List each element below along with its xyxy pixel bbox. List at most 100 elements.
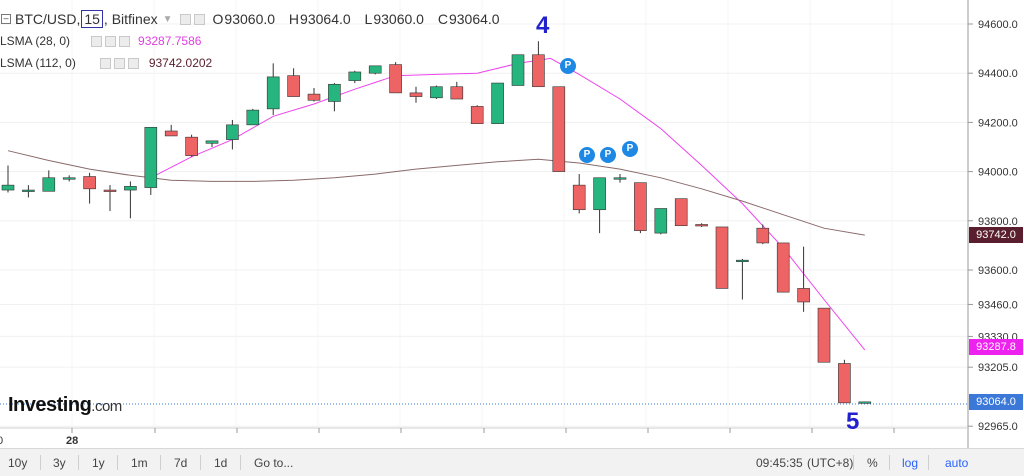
range-7d-button[interactable]: 7d — [174, 456, 188, 470]
p-marker-icon[interactable]: P — [579, 147, 595, 163]
low-value: 93060.0 — [373, 11, 424, 27]
y-tick-label: 93205.0 — [978, 362, 1018, 374]
candles — [1, 41, 872, 404]
bottom-toolbar: 10y 3y 1y 1m 7d 1d Go to... 09:45:35 (UT… — [0, 448, 1024, 476]
candle — [654, 208, 668, 235]
candle — [491, 82, 504, 124]
candle — [266, 63, 280, 116]
log-toggle[interactable]: log — [902, 456, 919, 470]
candle — [797, 246, 810, 312]
ma28-label[interactable]: LSMA (28, 0) — [0, 34, 71, 48]
ohlc-values: O93060.0 H93064.0 L93060.0 C93064.0 — [213, 11, 510, 27]
candle — [307, 87, 321, 102]
candle — [144, 127, 158, 195]
candle — [838, 359, 851, 404]
high-value: 93064.0 — [300, 11, 351, 27]
candle — [103, 185, 117, 211]
p-marker-icon[interactable]: P — [622, 141, 638, 157]
ma112-eye-icon[interactable] — [99, 57, 111, 69]
y-tick-label: 93600.0 — [978, 265, 1018, 277]
candle — [368, 65, 382, 75]
range-1m-button[interactable]: 1m — [131, 456, 148, 470]
eye-icon[interactable] — [193, 13, 205, 25]
range-3y-button[interactable]: 3y — [53, 456, 66, 470]
open-value: 93060.0 — [224, 11, 276, 27]
ma112-label[interactable]: LSMA (112, 0) — [0, 56, 76, 70]
ma112-close-icon[interactable] — [127, 57, 139, 69]
investing-logo: Investing.com — [8, 394, 122, 416]
price-chart[interactable]: 94600.0 94400.0 94200.0 94000.0 93800.0 93600… — [0, 0, 1024, 448]
candle — [83, 172, 96, 204]
y-axis-ticks: 94600.0 94400.0 94200.0 94000.0 93800.0 93600… — [968, 19, 1018, 433]
y-tick-label: 93460.0 — [978, 299, 1018, 311]
candle — [572, 174, 586, 214]
exchange-label: , Bitfinex — [103, 11, 158, 27]
candle — [736, 258, 749, 300]
x-axis-ticks: 0 28 — [0, 428, 895, 447]
y-tick-label: 94000.0 — [978, 167, 1018, 179]
candle — [634, 182, 647, 234]
candle — [613, 174, 627, 183]
wave-5-label: 5 — [846, 408, 860, 435]
candle — [715, 226, 729, 289]
candle — [328, 83, 341, 112]
candle — [430, 85, 443, 100]
clock-time: 09:45:35 — [756, 456, 803, 470]
symbol-dropdown-icon[interactable]: ▼ — [162, 13, 173, 25]
ma112-settings-icon[interactable] — [113, 57, 125, 69]
high-label: H — [288, 11, 300, 27]
ma28-legend: LSMA (28, 0) 93287.7586 — [0, 34, 201, 48]
ma112-price-label: 93742.0 — [969, 227, 1023, 244]
ma28-eye-icon[interactable] — [91, 35, 103, 47]
candle — [532, 41, 545, 88]
close-label: C — [437, 11, 448, 27]
candle — [695, 223, 708, 227]
settings-icon[interactable] — [179, 13, 191, 25]
candle — [124, 181, 137, 219]
candle — [1, 165, 15, 193]
candle — [62, 175, 76, 182]
candle — [593, 177, 606, 234]
y-tick-label: 92965.0 — [978, 421, 1018, 433]
percent-toggle[interactable]: % — [867, 456, 878, 470]
y-tick-label: 93800.0 — [978, 216, 1018, 228]
candle — [22, 185, 35, 198]
range-10y-button[interactable]: 10y — [8, 456, 28, 470]
candle — [185, 134, 198, 157]
candle — [226, 119, 239, 150]
ma112-legend: LSMA (112, 0) 93742.0202 — [0, 56, 212, 70]
series-line — [150, 57, 866, 351]
auto-toggle[interactable]: auto — [945, 456, 969, 470]
ma28-close-icon[interactable] — [119, 35, 131, 47]
candle — [858, 401, 872, 404]
timezone-label[interactable]: (UTC+8) — [807, 456, 854, 470]
symbol-label[interactable]: BTC/USD, — [15, 11, 81, 27]
ma28-value: 93287.7586 — [138, 34, 202, 48]
y-tick-label: 94200.0 — [978, 117, 1018, 129]
ma28-settings-icon[interactable] — [105, 35, 117, 47]
candle — [552, 86, 566, 172]
candle — [246, 108, 260, 126]
wave-4-label: 4 — [536, 12, 550, 39]
candle — [409, 86, 423, 103]
range-1y-button[interactable]: 1y — [92, 456, 105, 470]
main-legend: – BTC/USD, 15 , Bitfinex ▼ O93060.0 H930… — [0, 10, 510, 28]
y-tick-label: 94400.0 — [978, 68, 1018, 80]
close-value: 93064.0 — [448, 11, 500, 27]
x-tick-label: 0 — [0, 435, 3, 447]
range-1d-button[interactable]: 1d — [214, 456, 228, 470]
candle — [205, 140, 219, 147]
candle — [674, 198, 688, 227]
interval-label[interactable]: 15 — [81, 10, 103, 28]
candle — [348, 70, 362, 84]
candle — [164, 124, 178, 137]
x-tick-label: 28 — [66, 435, 78, 447]
candle — [470, 105, 484, 124]
p-marker-icon[interactable]: P — [600, 147, 616, 163]
p-marker-icon[interactable]: P — [560, 58, 576, 74]
last-price-label: 93064.0 — [969, 393, 1023, 410]
candle — [42, 170, 56, 192]
goto-button[interactable]: Go to... — [254, 456, 294, 470]
legend-collapse-icon[interactable]: – — [1, 14, 11, 24]
candle — [817, 307, 831, 363]
